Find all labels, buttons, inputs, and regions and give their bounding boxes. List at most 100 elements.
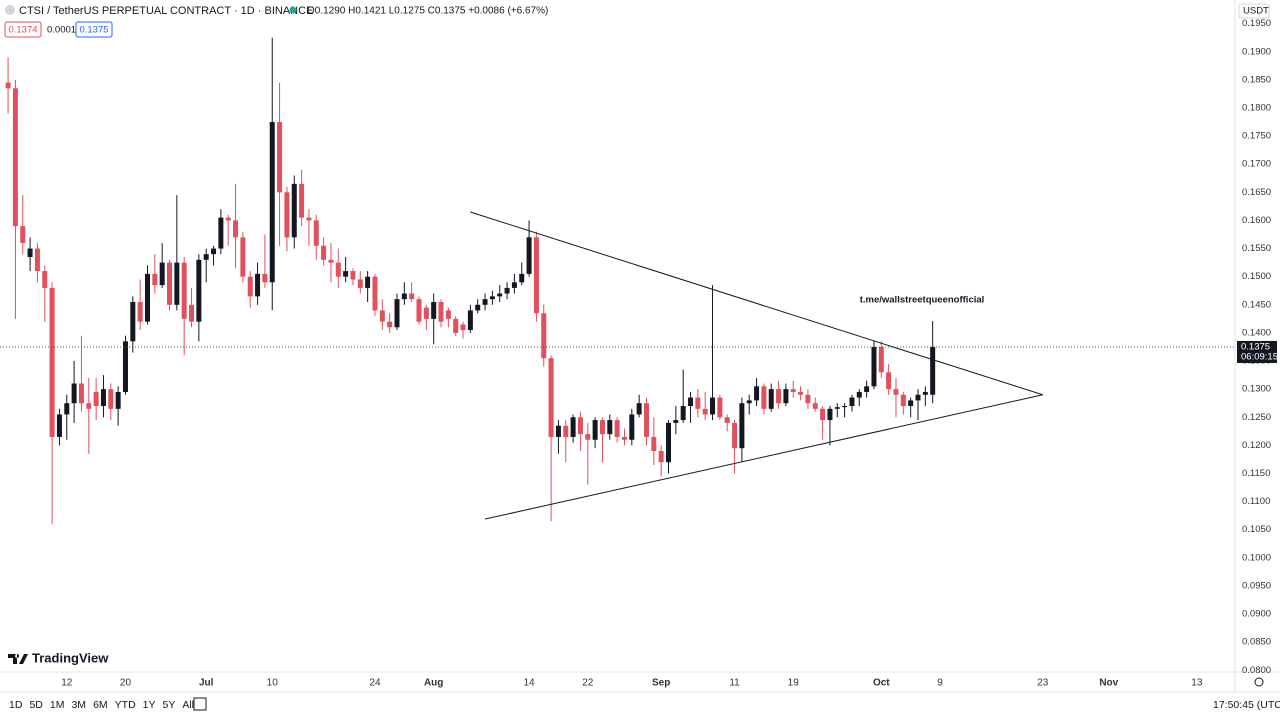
range-button[interactable]: 6M	[93, 699, 108, 711]
range-button[interactable]: 3M	[71, 699, 86, 711]
candle-body	[255, 273, 261, 297]
currency-box[interactable]	[1238, 3, 1270, 19]
candle-body	[930, 346, 936, 395]
x-tick-label: 11	[729, 678, 740, 689]
candle-body	[908, 400, 914, 407]
candle-body	[820, 408, 826, 421]
candle-body	[277, 122, 283, 193]
candle-body	[321, 245, 327, 260]
candle-body	[460, 324, 466, 331]
candle-body	[49, 287, 55, 437]
candle-body	[805, 394, 811, 404]
candle-body	[137, 301, 143, 322]
trend-line	[470, 211, 1043, 396]
y-tick-label: 0.1200	[1242, 440, 1271, 451]
candle-body	[702, 408, 708, 415]
candle-body	[262, 273, 268, 283]
candle-body	[284, 192, 290, 238]
brand-logo	[8, 654, 28, 664]
buy-box[interactable]	[75, 21, 113, 38]
candle-body	[387, 321, 393, 328]
candle-body	[357, 279, 363, 288]
candle-body	[504, 287, 510, 294]
range-button[interactable]: 1Y	[143, 699, 156, 711]
candle-body	[211, 248, 217, 255]
range-button[interactable]: 1M	[50, 699, 65, 711]
candle-body	[291, 183, 297, 238]
candle-body	[365, 276, 371, 288]
candle-body	[614, 420, 620, 437]
candle-body	[695, 397, 701, 409]
candle-body	[115, 391, 121, 409]
candle-body	[409, 293, 415, 300]
range-button[interactable]: 5Y	[163, 699, 176, 711]
candle-body	[203, 254, 209, 260]
candle-body	[922, 391, 928, 395]
candle-body	[592, 420, 598, 440]
candle-body	[798, 391, 804, 395]
candle-body	[350, 271, 356, 280]
sell-box[interactable]	[4, 21, 42, 38]
y-tick-label: 0.1300	[1242, 384, 1271, 395]
settings-icon[interactable]	[1254, 677, 1264, 687]
candle-body	[423, 307, 429, 319]
candle-body	[849, 397, 855, 407]
candle-body	[174, 262, 180, 305]
y-tick-label: 0.1750	[1242, 131, 1271, 142]
candle-body	[489, 296, 495, 300]
y-tick-label: 0.1500	[1242, 271, 1271, 282]
candle-body	[27, 248, 33, 257]
candle-body	[130, 301, 136, 342]
range-button[interactable]: 5D	[29, 699, 43, 711]
candle-body	[768, 389, 774, 409]
range-button[interactable]: All	[182, 699, 194, 711]
range-button[interactable]: 1D	[9, 699, 23, 711]
candle-body	[144, 273, 150, 322]
candle-body	[100, 389, 106, 407]
y-tick-label: 0.1800	[1242, 102, 1271, 113]
y-tick-label: 0.1100	[1242, 496, 1270, 507]
x-tick-label: 22	[582, 678, 594, 689]
candle-body	[886, 372, 892, 390]
candle-body	[643, 403, 649, 437]
ohlc-header: O0.1290 H0.1421 L0.1275 C0.1375 +0.0086 …	[307, 6, 548, 17]
candle-body	[269, 122, 275, 283]
buy-price: 0.1375	[79, 25, 108, 36]
candle-body	[893, 389, 899, 395]
candle-body	[379, 310, 385, 322]
candle-body	[240, 237, 246, 277]
y-tick-label: 0.1000	[1242, 552, 1271, 563]
calendar-icon[interactable]	[193, 697, 207, 711]
brand-name[interactable]: TradingView	[32, 650, 109, 665]
symbol-title[interactable]: CTSI / TetherUS PERPETUAL CONTRACT · 1D …	[19, 5, 313, 17]
candle-body	[511, 282, 517, 288]
candle-body	[878, 346, 884, 373]
y-tick-label: 0.1650	[1242, 187, 1271, 198]
candle-body	[313, 220, 319, 246]
candle-body	[688, 397, 694, 407]
trend-line	[484, 394, 1043, 520]
candle-body	[78, 383, 84, 404]
candle-body	[541, 313, 547, 359]
range-button[interactable]: YTD	[115, 699, 136, 711]
y-tick-label: 0.1250	[1242, 412, 1271, 423]
candle-body	[665, 422, 671, 463]
candle-body	[636, 403, 642, 415]
x-tick-label: 9	[937, 678, 943, 689]
candle-body	[783, 389, 789, 404]
currency[interactable]: USDT	[1243, 6, 1269, 17]
candle-body	[299, 183, 305, 218]
candle-body	[519, 273, 525, 283]
candle-body	[724, 417, 730, 423]
candle-body	[599, 420, 605, 435]
range-bar: 1D 5D 1M 3M 6M YTD 1Y 5Y All	[9, 699, 194, 711]
sell-price: 0.1374	[8, 25, 37, 36]
candle-body	[5, 82, 11, 89]
symbol-icon	[5, 5, 15, 15]
candle-body	[746, 400, 752, 404]
candle-body	[710, 397, 716, 415]
candle-body	[34, 248, 40, 272]
plot-area	[0, 37, 1235, 525]
y-tick-label: 0.1600	[1242, 215, 1271, 226]
